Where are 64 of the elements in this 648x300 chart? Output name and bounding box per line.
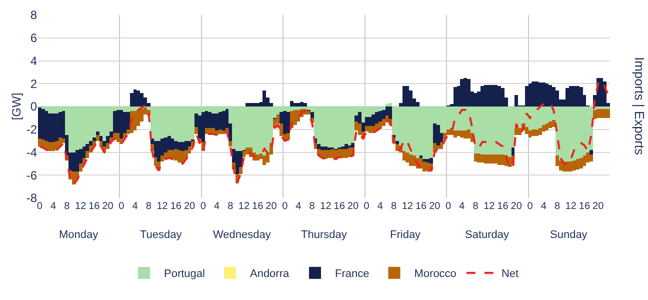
x-tick-label: 4 <box>50 201 57 212</box>
text: Friday <box>390 229 422 241</box>
text: Thursday <box>301 229 348 241</box>
x-tick-label: 12 <box>156 201 168 212</box>
y2-axis-title: Imports | Exports <box>632 56 648 156</box>
x-tick-label: 4 <box>459 201 466 212</box>
y-tick-label: 4 <box>30 54 38 68</box>
text: Saturday <box>465 229 510 241</box>
legend-label: Net <box>501 268 519 280</box>
legend-label: France <box>335 268 370 280</box>
x-tick-label: 8 <box>228 201 234 212</box>
y-axis-title: [GW] <box>10 92 24 120</box>
x-tick-label: 16 <box>415 201 428 212</box>
x-tick-label: 8 <box>309 201 316 212</box>
y-tick-label: -4 <box>26 145 38 160</box>
text: Wednesday <box>213 229 272 241</box>
x-tick-label: 0 <box>445 201 452 212</box>
legend-label: Morocco <box>414 268 456 280</box>
text: Sunday <box>550 229 588 241</box>
x-tick-label: 0 <box>200 201 206 212</box>
x-tick-label: 16 <box>252 201 264 212</box>
text: Monday <box>59 229 99 241</box>
x-tick-label: 20 <box>592 201 604 212</box>
legend-label: Portugal <box>164 268 205 280</box>
legend-label: Andorra <box>250 268 290 280</box>
x-tick-label: 20 <box>429 201 441 212</box>
x-tick-label: 16 <box>497 201 509 212</box>
x-tick-label: 16 <box>170 201 182 212</box>
x-tick-label: 12 <box>565 201 577 212</box>
x-tick-label: 0 <box>118 201 125 212</box>
y-tick-label: -6 <box>26 168 38 182</box>
x-tick-label: 16 <box>578 201 590 212</box>
x-tick-label: 4 <box>214 201 220 212</box>
text: Tuesday <box>140 229 182 241</box>
y-tick-label: -2 <box>26 122 38 137</box>
x-tick-label: 12 <box>320 201 332 212</box>
y-tick-label: -8 <box>26 191 38 206</box>
y-tick-label: 8 <box>30 8 38 22</box>
x-tick-label: 8 <box>64 201 70 212</box>
x-tick-label: 8 <box>472 201 479 212</box>
x-tick-label: 16 <box>88 201 100 212</box>
x-tick-label: 20 <box>102 201 114 212</box>
x-tick-label: 12 <box>238 201 250 212</box>
x-tick-label: 0 <box>527 201 534 212</box>
y-tick-label: 2 <box>30 76 38 91</box>
y-tick-label: 0 <box>30 100 38 114</box>
x-tick-label: 8 <box>391 201 398 212</box>
x-tick-label: 12 <box>74 201 87 212</box>
x-tick-label: 8 <box>554 201 560 212</box>
x-tick-label: 20 <box>184 201 196 212</box>
y-tick-label: 6 <box>30 31 38 46</box>
x-tick-label: 0 <box>364 201 370 212</box>
x-tick-label: 12 <box>402 201 414 212</box>
x-tick-label: 16 <box>334 201 346 212</box>
x-tick-label: 8 <box>146 201 152 212</box>
x-tick-label: 12 <box>484 201 496 212</box>
x-tick-label: 4 <box>377 201 384 212</box>
x-tick-label: 4 <box>296 201 302 212</box>
x-tick-label: 20 <box>347 201 359 212</box>
x-tick-label: 4 <box>132 201 138 212</box>
x-tick-label: 20 <box>510 201 522 212</box>
x-tick-label: 0 <box>282 201 288 212</box>
x-tick-label: 4 <box>540 201 547 212</box>
x-tick-label: 20 <box>266 201 278 212</box>
